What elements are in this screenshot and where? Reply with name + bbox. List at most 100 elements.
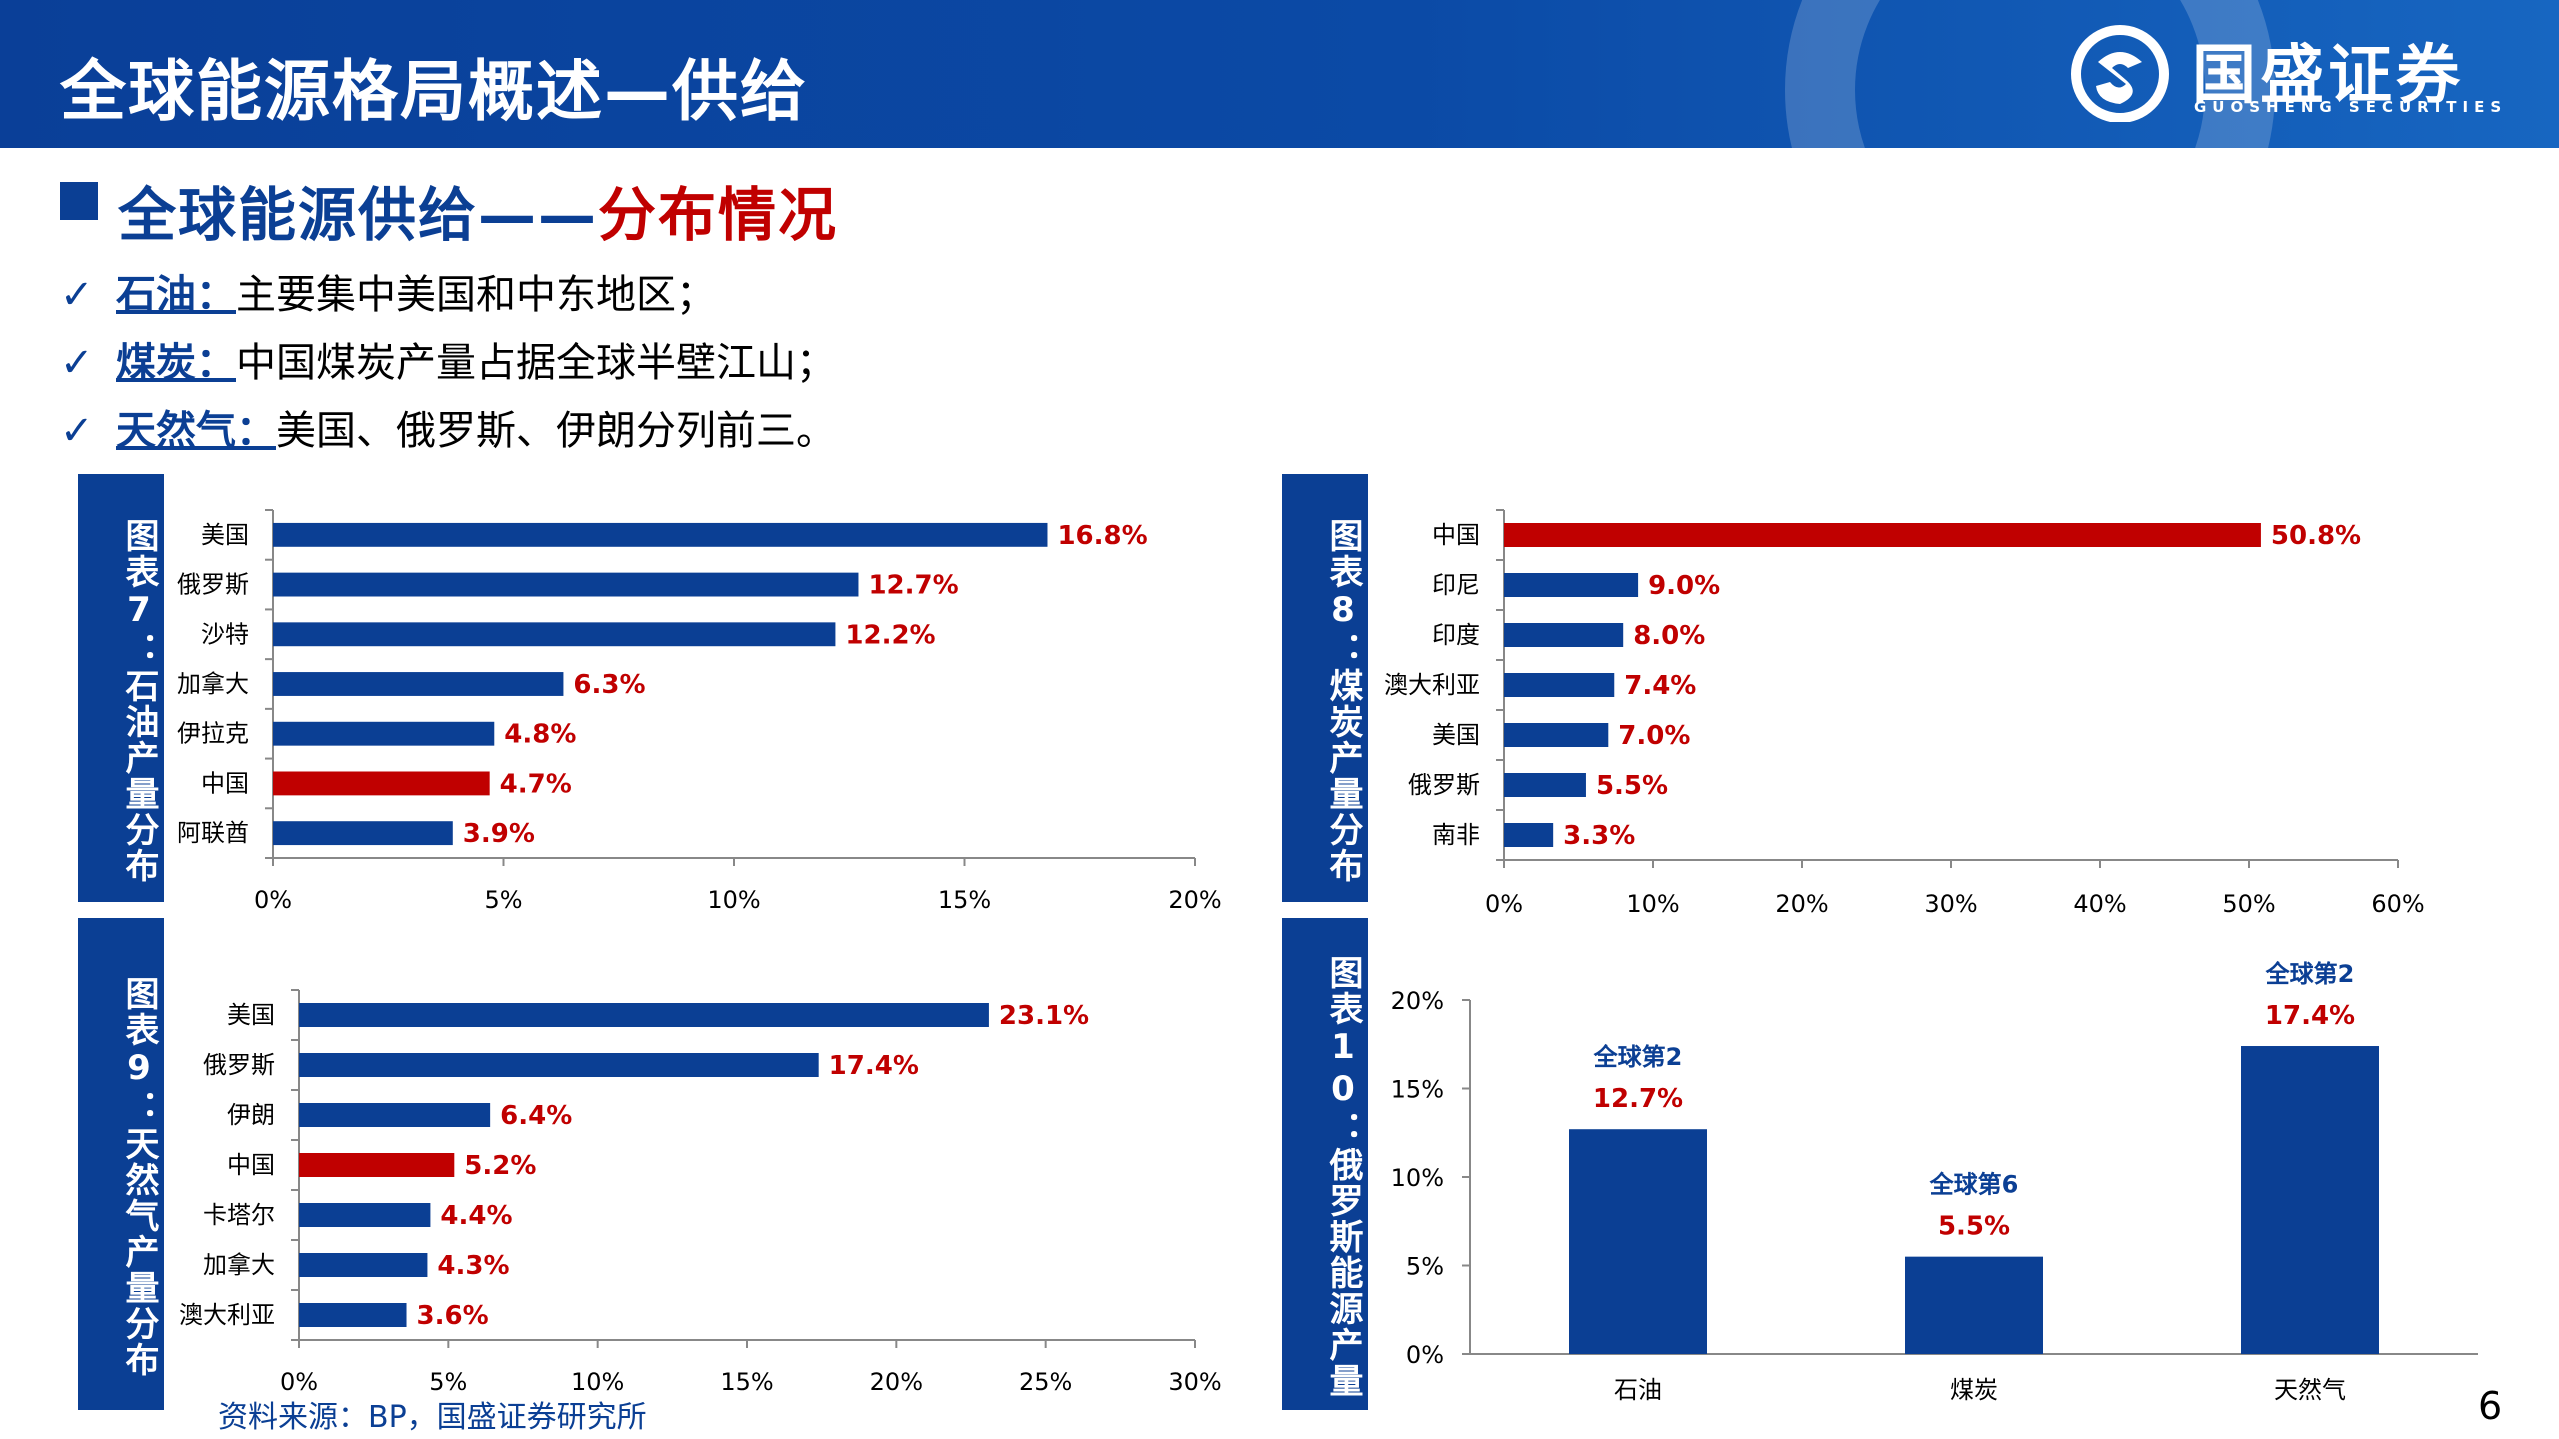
y-tick-label: 15% [1391, 1076, 1444, 1104]
y-tick-label: 20% [1391, 987, 1444, 1015]
category-label: 美国 [1432, 721, 1480, 749]
value-label: 17.4% [829, 1051, 919, 1081]
bar [1504, 773, 1586, 797]
page-title: 全球能源格局概述—供给 [60, 53, 808, 130]
y-tick-label: 0% [1406, 1341, 1444, 1369]
bar [299, 1303, 407, 1327]
rank-label: 全球第2 [2265, 960, 2355, 988]
page-number: 6 [2478, 1384, 2503, 1428]
bullet-text: 主要集中美国和中东地区； [236, 272, 716, 318]
category-label: 中国 [1432, 521, 1480, 549]
bar [1504, 523, 2261, 547]
bar [1504, 823, 1554, 847]
bullet-oil: ✓ 石油：主要集中美国和中东地区； [60, 262, 716, 320]
x-tick-label: 15% [938, 886, 991, 914]
value-label: 4.8% [504, 720, 576, 750]
rank-label: 全球第2 [1593, 1043, 1683, 1071]
header-bar: 全球能源格局概述—供给 国盛证券 GUOSHENG SECURITIES [0, 0, 2559, 148]
value-label: 17.4% [2265, 1001, 2355, 1031]
value-label: 3.3% [1563, 821, 1635, 851]
check-icon: ✓ [60, 272, 94, 318]
value-label: 4.4% [440, 1201, 512, 1231]
x-tick-label: 60% [2371, 890, 2424, 918]
category-label: 澳大利亚 [1384, 671, 1480, 699]
y-tick-label: 5% [1406, 1253, 1444, 1281]
bar [1504, 623, 1624, 647]
category-label: 加拿大 [203, 1251, 275, 1279]
x-tick-label: 50% [2222, 890, 2275, 918]
category-label: 南非 [1432, 821, 1480, 849]
x-tick-label: 0% [280, 1368, 318, 1396]
category-label: 中国 [227, 1151, 275, 1179]
bullet-key: 天然气： [116, 408, 276, 454]
category-label: 俄罗斯 [177, 571, 249, 599]
value-label: 6.3% [573, 670, 645, 700]
bar [2241, 1046, 2379, 1354]
category-label: 伊朗 [227, 1101, 275, 1129]
value-label: 4.3% [437, 1251, 509, 1281]
chart9-title: 图表9：天然气产量分布 [78, 918, 164, 1410]
bar [299, 1153, 455, 1177]
x-tick-label: 5% [484, 886, 522, 914]
bullet-key: 煤炭： [116, 340, 236, 386]
category-label: 俄罗斯 [203, 1051, 275, 1079]
guosheng-logo-icon [2071, 25, 2169, 122]
category-label: 伊拉克 [177, 720, 249, 748]
bar [299, 1253, 428, 1277]
value-label: 5.5% [1596, 771, 1668, 801]
value-label: 7.0% [1618, 721, 1690, 751]
value-label: 12.2% [845, 620, 935, 650]
bar [273, 622, 836, 647]
x-tick-label: 20% [870, 1368, 923, 1396]
chart7-title: 图表7：石油产量分布 [78, 474, 164, 902]
bar [299, 1103, 491, 1127]
logo-name: 国盛证券 [2192, 39, 2464, 113]
x-tick-label: 5% [429, 1368, 467, 1396]
category-label: 加拿大 [177, 670, 249, 698]
category-label: 天然气 [2274, 1376, 2346, 1404]
bar [1504, 673, 1615, 697]
bar [273, 771, 490, 796]
bullet-text: 美国、俄罗斯、伊朗分列前三。 [276, 408, 836, 454]
bar [299, 1203, 431, 1227]
category-label: 美国 [201, 521, 249, 549]
category-label: 印尼 [1432, 571, 1480, 599]
chart8-title: 图表8：煤炭产量分布 [1282, 474, 1368, 902]
value-label: 6.4% [500, 1101, 572, 1131]
x-tick-label: 10% [571, 1368, 624, 1396]
value-label: 5.5% [1938, 1212, 2010, 1242]
value-label: 3.6% [417, 1301, 489, 1331]
category-label: 卡塔尔 [203, 1201, 275, 1229]
bar [299, 1003, 989, 1027]
section-bullet-square [60, 182, 98, 220]
bar [1569, 1129, 1707, 1354]
value-label: 12.7% [1593, 1084, 1683, 1114]
bar [273, 572, 859, 597]
bullet-coal: ✓ 煤炭：中国煤炭产量占据全球半壁江山； [60, 330, 836, 388]
category-label: 煤炭 [1950, 1376, 1998, 1404]
value-label: 12.7% [868, 571, 958, 601]
bar [1905, 1256, 2043, 1354]
bar [299, 1053, 819, 1077]
value-label: 5.2% [464, 1151, 536, 1181]
check-icon: ✓ [60, 408, 94, 454]
source-note: 资料来源：BP，国盛证券研究所 [218, 1400, 647, 1435]
logo-subtitle: GUOSHENG SECURITIES [2194, 98, 2508, 116]
bar [273, 821, 453, 846]
section-title-highlight: 分布情况 [598, 181, 839, 249]
x-tick-label: 10% [1626, 890, 1679, 918]
value-label: 16.8% [1057, 521, 1147, 551]
x-tick-label: 20% [1168, 886, 1221, 914]
chart10-title: 图表10：俄罗斯能源产量 [1282, 918, 1368, 1410]
check-icon: ✓ [60, 340, 94, 386]
value-label: 8.0% [1633, 621, 1705, 651]
x-tick-label: 20% [1775, 890, 1828, 918]
bar [1504, 723, 1609, 747]
x-tick-label: 15% [720, 1368, 773, 1396]
rank-label: 全球第6 [1929, 1171, 2019, 1199]
category-label: 中国 [201, 769, 249, 797]
value-label: 7.4% [1624, 671, 1696, 701]
bar [273, 721, 495, 746]
